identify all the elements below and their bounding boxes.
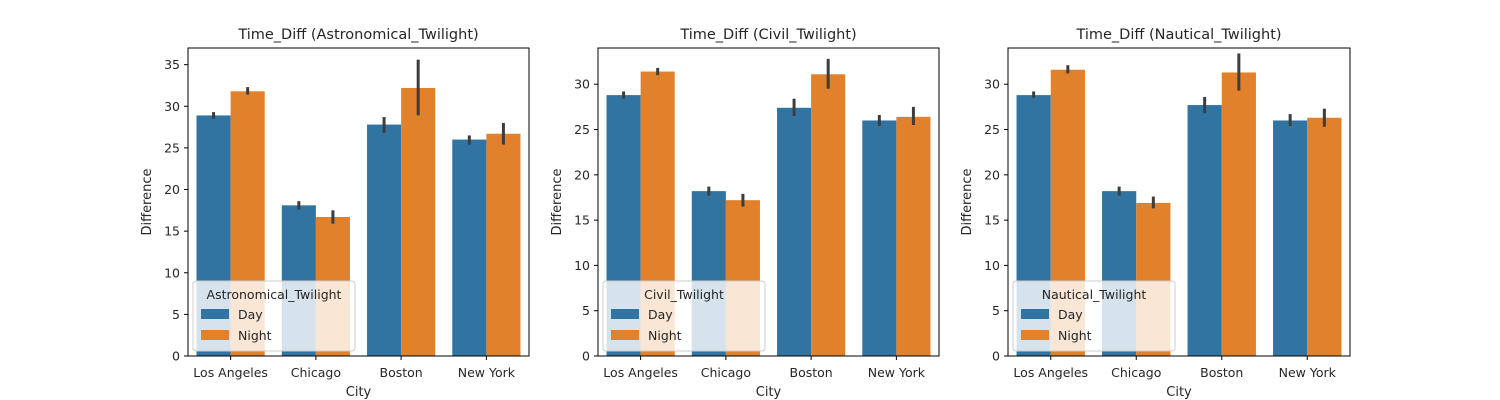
- y-tick-label: 15: [164, 224, 180, 239]
- legend-title: Nautical_Twilight: [1042, 287, 1147, 302]
- axes-frame: [597, 47, 940, 357]
- legend-box: [602, 280, 766, 352]
- chart-panel-2: 0 5 10 15 20 25 30 Los Angeles Chicago Boston New …: [550, 27, 940, 400]
- bar-day-boston: [777, 107, 812, 356]
- x-tick-label: Los Angeles: [1013, 365, 1088, 380]
- y-tick-label: 15: [984, 213, 1000, 228]
- legend-label-night: Night: [648, 328, 682, 343]
- y-tick-label: 5: [992, 303, 1000, 318]
- x-tick-label: Chicago: [291, 365, 341, 380]
- legend-title: Civil_Twilight: [644, 287, 724, 302]
- y-tick-label: 5: [582, 303, 590, 318]
- x-tick-label: New York: [1279, 365, 1337, 380]
- x-axis-label: City: [1166, 385, 1192, 400]
- bar-night-new-york: [896, 116, 931, 356]
- x-axis-label: City: [756, 385, 782, 400]
- y-axis-label: Difference: [550, 168, 565, 235]
- chart-title: Time_Diff (Astronomical_Twilight): [237, 27, 478, 43]
- legend-label-night: Night: [1058, 328, 1092, 343]
- y-tick-label: 25: [984, 122, 1000, 137]
- y-tick-label: 20: [164, 182, 180, 197]
- legend-label-day: Day: [238, 307, 263, 322]
- y-axis-label: Difference: [960, 168, 975, 235]
- bar-day-new-york: [1273, 120, 1308, 357]
- chart-title: Time_Diff (Civil_Twilight): [679, 27, 856, 43]
- y-tick-label: 0: [582, 349, 590, 364]
- x-tick-label: Boston: [1200, 365, 1243, 380]
- y-tick-label: 0: [992, 349, 1000, 364]
- y-tick-label: 30: [164, 99, 180, 114]
- x-axis-label: City: [346, 385, 372, 400]
- bar-day-new-york: [862, 120, 897, 357]
- legend-label-day: Day: [1058, 307, 1083, 322]
- legend-swatch-night: [201, 330, 229, 340]
- bar-night-boston: [811, 74, 846, 356]
- bar-night-new-york: [1307, 117, 1342, 357]
- legend: Astronomical_Twilight Day Night: [192, 280, 356, 352]
- y-tick-label: 25: [574, 122, 590, 137]
- legend-swatch-night: [1021, 330, 1049, 340]
- x-tick-label: New York: [458, 365, 516, 380]
- y-tick-label: 30: [984, 77, 1000, 92]
- x-tick-label: Los Angeles: [603, 365, 678, 380]
- legend-swatch-day: [611, 309, 639, 319]
- y-tick-label: 10: [574, 258, 590, 273]
- y-tick-label: 15: [574, 213, 590, 228]
- x-tick-label: Los Angeles: [193, 365, 268, 380]
- legend: Civil_Twilight Day Night: [602, 280, 766, 352]
- legend-label-day: Day: [648, 307, 673, 322]
- y-tick-label: 5: [172, 307, 180, 322]
- y-tick-label: 0: [172, 349, 180, 364]
- legend-label-night: Night: [238, 328, 272, 343]
- chart-panel-1: 0 5 10 15 20 25 30 35 Los Angeles Chicago Boston Ne…: [140, 27, 530, 400]
- bar-night-boston: [401, 87, 436, 356]
- bar-day-boston: [1187, 105, 1222, 356]
- x-tick-label: Boston: [790, 365, 833, 380]
- axes-frame: [1007, 47, 1351, 357]
- y-tick-label: 20: [984, 167, 1000, 182]
- x-tick-label: Chicago: [1111, 365, 1161, 380]
- y-axis-label: Difference: [140, 168, 155, 235]
- legend-title: Astronomical_Twilight: [207, 287, 342, 302]
- chart-title: Time_Diff (Nautical_Twilight): [1075, 27, 1281, 43]
- legend-swatch-day: [1021, 309, 1049, 319]
- bar-night-boston: [1221, 72, 1256, 356]
- legend-box: [1012, 280, 1176, 352]
- legend-swatch-night: [611, 330, 639, 340]
- y-tick-label: 20: [574, 167, 590, 182]
- bar-day-boston: [367, 124, 402, 356]
- y-tick-label: 30: [574, 77, 590, 92]
- y-tick-label: 10: [164, 265, 180, 280]
- y-tick-label: 25: [164, 140, 180, 155]
- legend: Nautical_Twilight Day Night: [1012, 280, 1176, 352]
- y-tick-label: 35: [164, 57, 180, 72]
- x-tick-label: Boston: [380, 365, 423, 380]
- bar-night-new-york: [486, 133, 521, 356]
- legend-swatch-day: [201, 309, 229, 319]
- y-tick-label: 10: [984, 258, 1000, 273]
- x-tick-label: New York: [868, 365, 926, 380]
- chart-panel-3: 0 5 10 15 20 25 30 Los Angeles Chicago Boston New …: [960, 27, 1351, 400]
- legend-box: [192, 280, 356, 352]
- x-tick-label: Chicago: [701, 365, 751, 380]
- axes-frame: [187, 47, 530, 357]
- bar-day-new-york: [452, 139, 487, 356]
